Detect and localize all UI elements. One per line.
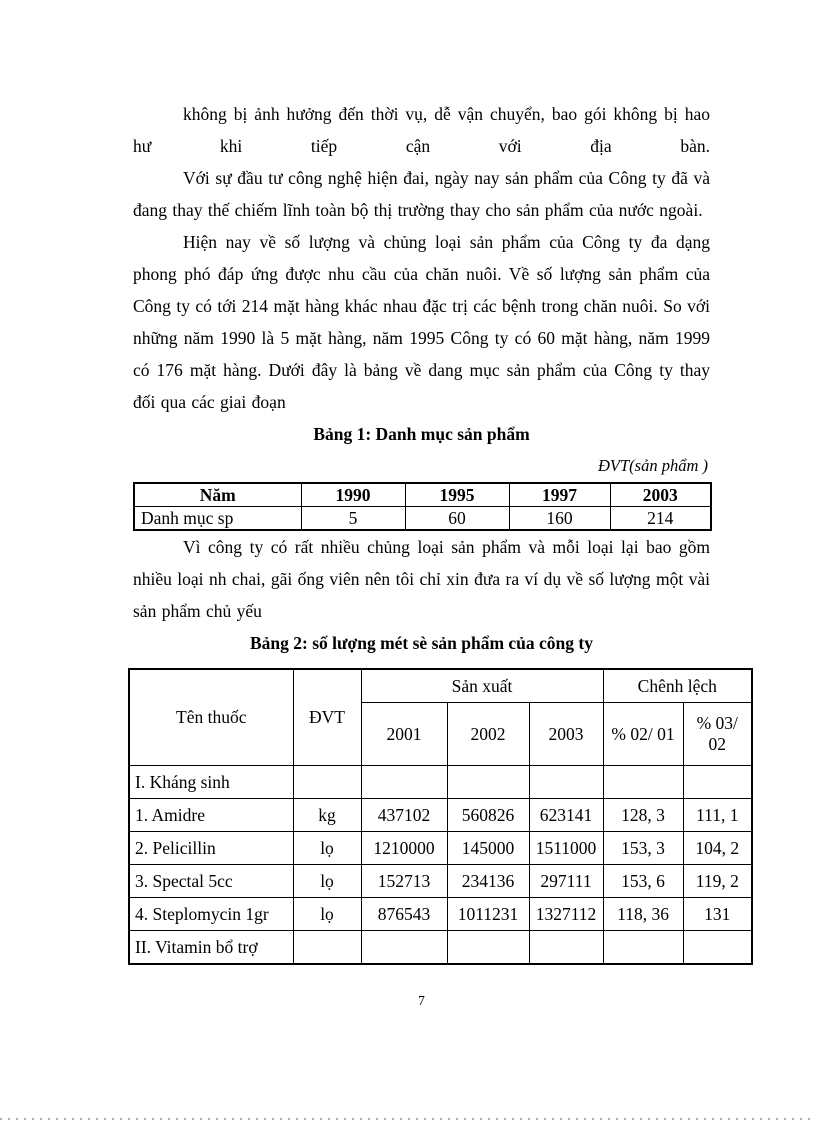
table2-cell: lọ	[292, 897, 362, 931]
page-content: không bị ảnh hưởng đến thời vụ, dễ vận c…	[128, 104, 754, 1008]
table1-header-nam: Năm	[133, 482, 302, 507]
table2-cell: 1. Amidre	[128, 798, 294, 832]
table2-cell	[292, 765, 362, 799]
table2-header-pct-03-02: % 03/ 02	[682, 702, 753, 766]
table-row: I. Kháng sinh	[128, 765, 753, 799]
table2-cell: 111, 1	[682, 798, 753, 832]
table1-value-2003: 214	[609, 506, 712, 531]
table2-cell	[446, 930, 530, 965]
table2-cell: 1327112	[528, 897, 604, 931]
table2-cell: 1210000	[360, 831, 448, 865]
table2-header-2002: 2002	[446, 702, 530, 766]
table2-cell: 3. Spectal 5cc	[128, 864, 294, 898]
table1-title: Bảng 1: Danh mục sản phẩm	[313, 424, 530, 444]
table2-cell	[528, 765, 604, 799]
paragraph-2: Với sự đầu tư công nghệ hiện đai, ngày n…	[133, 168, 710, 220]
table2-cell: 153, 6	[602, 864, 684, 898]
table2-cell: 131	[682, 897, 753, 931]
table2-cell	[292, 930, 362, 965]
table2-cell: 145000	[446, 831, 530, 865]
table2-cell	[528, 930, 604, 965]
table2-cell: 153, 3	[602, 831, 684, 865]
table1-header-1995: 1995	[404, 482, 510, 507]
table2-cell: 876543	[360, 897, 448, 931]
table2-cell: 560826	[446, 798, 530, 832]
table1-header-1997: 1997	[508, 482, 611, 507]
production-table: Tên thuốc ĐVT Sản xuất Chênh lệch 2001 2…	[128, 668, 754, 965]
table2-header-dvt: ĐVT	[292, 668, 362, 766]
table2-cell	[682, 930, 753, 965]
table1-value-1990: 5	[300, 506, 406, 531]
table2-cell	[682, 765, 753, 799]
table1-row-label: Danh mục sp	[133, 506, 302, 531]
table1-value-1995: 60	[404, 506, 510, 531]
product-list-table: Năm 1990 1995 1997 2003 Danh mục sp 5 60…	[133, 482, 712, 531]
table2-cell: 437102	[360, 798, 448, 832]
table2-title: Bảng 2: số lượng mét sè sản phẩm của côn…	[250, 633, 593, 653]
table2-header-2003: 2003	[528, 702, 604, 766]
table2-cell	[360, 765, 448, 799]
table-row: Tên thuốc ĐVT Sản xuất Chênh lệch	[128, 668, 753, 766]
table2-cell: II. Vitamin bổ trợ	[128, 930, 294, 965]
table1-header-2003: 2003	[609, 482, 712, 507]
table2-cell: lọ	[292, 864, 362, 898]
table-row: 4. Steplomycin 1gr lọ 876543 1011231 132…	[128, 897, 753, 931]
page-boundary-dotted-line	[0, 1118, 816, 1120]
table2-cell: I. Kháng sinh	[128, 765, 294, 799]
table1-value-1997: 160	[508, 506, 611, 531]
table2-cell: 234136	[446, 864, 530, 898]
table2-cell: lọ	[292, 831, 362, 865]
table2-cell	[446, 765, 530, 799]
table2-cell	[602, 765, 684, 799]
table2-cell: 152713	[360, 864, 448, 898]
table-row: 2001 2002 2003 % 02/ 01 % 03/ 02	[129, 702, 753, 766]
table-row: 2. Pelicillin lọ 1210000 145000 1511000 …	[128, 831, 753, 865]
table1-header-1990: 1990	[300, 482, 406, 507]
table2-cell	[360, 930, 448, 965]
table2-cell: 1511000	[528, 831, 604, 865]
table2-header-chenh-lech: Chênh lệch	[602, 668, 753, 703]
table2-cell: 128, 3	[602, 798, 684, 832]
table-row: Năm 1990 1995 1997 2003	[133, 482, 712, 507]
table-row: 1. Amidre kg 437102 560826 623141 128, 3…	[128, 798, 753, 832]
page-number: 7	[418, 993, 425, 1008]
table-row: Danh mục sp 5 60 160 214	[133, 506, 712, 531]
table2-cell: 4. Steplomycin 1gr	[128, 897, 294, 931]
table2-cell: 1011231	[446, 897, 530, 931]
table2-cell: 2. Pelicillin	[128, 831, 294, 865]
table2-cell: 119, 2	[682, 864, 753, 898]
table2-header-ten-thuoc: Tên thuốc	[128, 668, 294, 766]
table2-header-san-xuat: Sản xuất	[360, 668, 604, 703]
table1-unit-note: ĐVT(sản phẩm )	[598, 456, 708, 475]
table2-cell: 297111	[528, 864, 604, 898]
table-row: 3. Spectal 5cc lọ 152713 234136 297111 1…	[128, 864, 753, 898]
table2-cell: 623141	[528, 798, 604, 832]
paragraph-4: Vì công ty có rất nhiều chủng loại sản p…	[133, 537, 710, 621]
paragraph-3: Hiện nay về số lượng và chủng loại sản p…	[133, 232, 710, 412]
table-row: II. Vitamin bổ trợ	[128, 930, 753, 965]
table2-cell	[602, 930, 684, 965]
table2-cell: kg	[292, 798, 362, 832]
table2-header-2001: 2001	[360, 702, 448, 766]
table2-cell: 118, 36	[602, 897, 684, 931]
table2-header-pct-02-01: % 02/ 01	[602, 702, 684, 766]
paragraph-1: không bị ảnh hưởng đến thời vụ, dễ vận c…	[133, 104, 710, 156]
table2-cell: 104, 2	[682, 831, 753, 865]
